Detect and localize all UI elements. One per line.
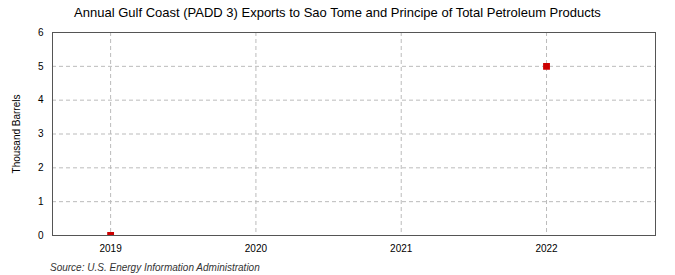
html-text:Annual Gulf Coast (PADD 3) Exp: Annual Gulf Coast (PADD 3) Exports to Sa… [74,5,601,20]
svg-text:2019: 2019 [99,243,122,254]
svg-text:Thousand Barrels: Thousand Barrels [11,95,22,174]
svg-text:2: 2 [38,162,44,173]
svg-text:3: 3 [38,128,44,139]
html-text:Source: U.S. Energy Informatio: Source: U.S. Energy Information Administ… [50,262,260,273]
svg-text:2022: 2022 [535,243,558,254]
svg-text:2020: 2020 [245,243,268,254]
svg-text:6: 6 [38,27,44,38]
svg-text:5: 5 [38,61,44,72]
svg-text:1: 1 [38,196,44,207]
svg-text:4: 4 [38,94,44,105]
svg-text:2021: 2021 [390,243,413,254]
svg-text:0: 0 [38,230,44,241]
